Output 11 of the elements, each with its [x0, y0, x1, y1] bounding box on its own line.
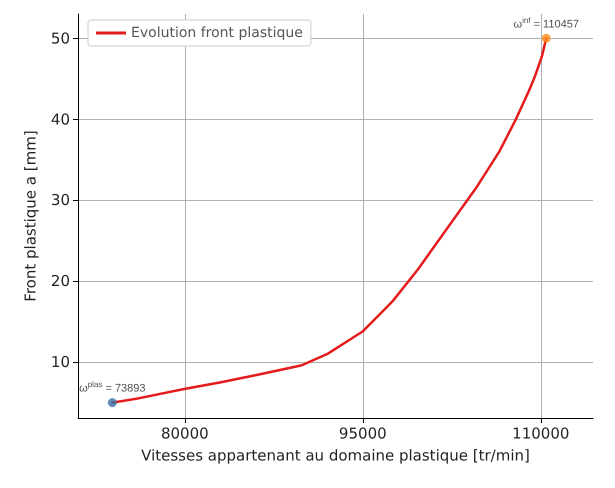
y-tick-label: 40 [50, 110, 70, 128]
x-tick-label: 95000 [338, 424, 387, 442]
y-tick-label: 20 [50, 272, 70, 290]
legend-label: Evolution front plastique [131, 25, 303, 41]
x-tick-label: 110000 [512, 424, 570, 442]
y-tick-label: 30 [50, 191, 70, 210]
x-tick-label: 80000 [160, 424, 209, 442]
x-axis-title: Vitesses appartenant au domaine plastique [tr/min] [141, 446, 530, 464]
y-tick-label: 50 [50, 29, 70, 48]
y-tick-label: 10 [50, 353, 70, 372]
y-axis-title: Front plastique a [mm] [22, 130, 40, 302]
